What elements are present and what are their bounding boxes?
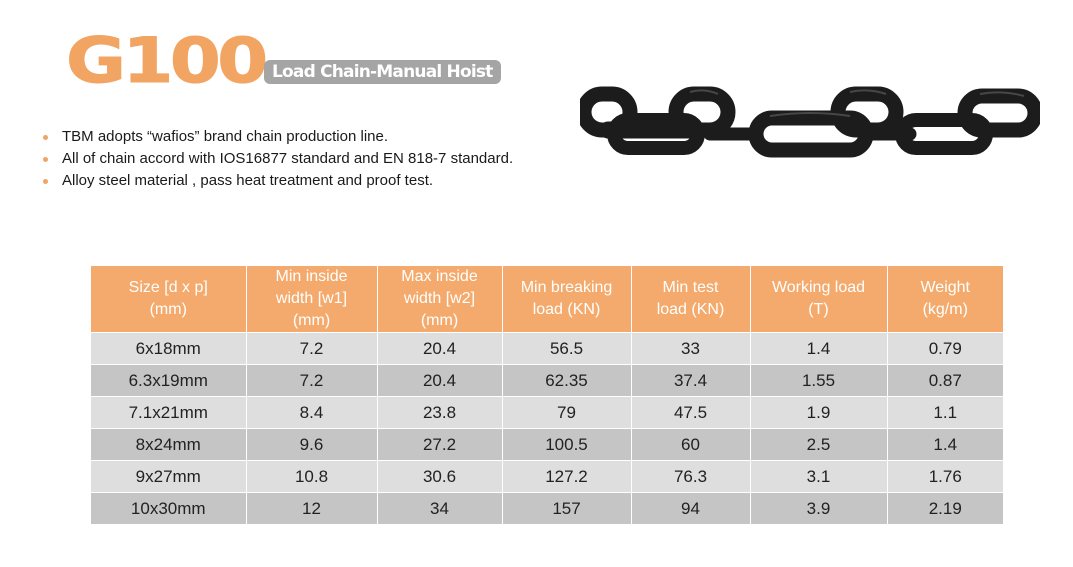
cell-breaking-load: 56.5 (502, 332, 632, 365)
cell-breaking-load: 79 (502, 396, 632, 429)
cell-max-width: 20.4 (377, 364, 503, 397)
column-header-min-inside-width: Min inside width [w1] (mm) (246, 266, 378, 333)
feature-text: TBM adopts “wafios” brand chain producti… (62, 128, 389, 145)
bullet-dot-icon (43, 179, 48, 184)
cell-size: 6x18mm (91, 332, 247, 365)
cell-min-width: 12 (246, 492, 378, 524)
feature-text: Alloy steel material , pass heat treatme… (62, 172, 434, 189)
cell-min-width: 10.8 (246, 460, 378, 493)
cell-test-load: 37.4 (631, 364, 751, 397)
cell-max-width: 27.2 (377, 428, 503, 461)
cell-test-load: 94 (631, 492, 751, 524)
table-header-row: Size [d x p] (mm) Min inside width [w1] (mm… (91, 266, 1003, 333)
column-header-max-inside-width: Max inside width [w2] (mm) (377, 266, 503, 333)
cell-min-width: 7.2 (246, 364, 378, 397)
column-header-size: Size [d x p] (mm) (91, 266, 247, 333)
cell-working-load: 1.55 (750, 364, 888, 397)
cell-max-width: 23.8 (377, 396, 503, 429)
cell-max-width: 30.6 (377, 460, 503, 493)
cell-weight: 2.19 (887, 492, 1003, 524)
cell-breaking-load: 127.2 (502, 460, 632, 493)
chain-links-icon (580, 86, 1040, 158)
cell-working-load: 3.9 (750, 492, 888, 524)
column-header-working-load: Working load (T) (750, 266, 888, 333)
feature-list: TBM adopts “wafios” brand chain producti… (42, 126, 513, 192)
cell-weight: 0.87 (887, 364, 1003, 397)
cell-test-load: 76.3 (631, 460, 751, 493)
feature-item: All of chain accord with IOS16877 standa… (42, 148, 513, 170)
table-row: 7.1x21mm 8.4 23.8 79 47.5 1.9 1.1 (91, 396, 1003, 429)
cell-weight: 1.1 (887, 396, 1003, 429)
cell-size: 6.3x19mm (91, 364, 247, 397)
cell-min-width: 7.2 (246, 332, 378, 365)
cell-working-load: 2.5 (750, 428, 888, 461)
cell-test-load: 60 (631, 428, 751, 461)
column-header-weight: Weight (kg/m) (887, 266, 1003, 333)
g100-logo: G100 (65, 24, 268, 97)
cell-min-width: 8.4 (246, 396, 378, 429)
table-row: 9x27mm 10.8 30.6 127.2 76.3 3.1 1.76 (91, 460, 1003, 493)
table-row: 6.3x19mm 7.2 20.4 62.35 37.4 1.55 0.87 (91, 364, 1003, 397)
cell-breaking-load: 157 (502, 492, 632, 524)
table-row: 6x18mm 7.2 20.4 56.5 33 1.4 0.79 (91, 332, 1003, 365)
product-subtitle: Load Chain-Manual Hoist (264, 60, 501, 84)
cell-breaking-load: 62.35 (502, 364, 632, 397)
cell-weight: 1.4 (887, 428, 1003, 461)
cell-test-load: 47.5 (631, 396, 751, 429)
cell-max-width: 20.4 (377, 332, 503, 365)
cell-working-load: 1.4 (750, 332, 888, 365)
cell-size: 7.1x21mm (91, 396, 247, 429)
cell-test-load: 33 (631, 332, 751, 365)
cell-breaking-load: 100.5 (502, 428, 632, 461)
cell-size: 10x30mm (91, 492, 247, 524)
cell-weight: 1.76 (887, 460, 1003, 493)
cell-size: 9x27mm (91, 460, 247, 493)
feature-item: Alloy steel material , pass heat treatme… (42, 170, 513, 192)
bullet-dot-icon (43, 135, 48, 140)
bullet-dot-icon (43, 157, 48, 162)
cell-min-width: 9.6 (246, 428, 378, 461)
column-header-min-test-load: Min test load (KN) (631, 266, 751, 333)
table-row: 8x24mm 9.6 27.2 100.5 60 2.5 1.4 (91, 428, 1003, 461)
feature-item: TBM adopts “wafios” brand chain producti… (42, 126, 513, 148)
cell-size: 8x24mm (91, 428, 247, 461)
cell-weight: 0.79 (887, 332, 1003, 365)
chain-specs-table: Size [d x p] (mm) Min inside width [w1] (mm… (91, 266, 1003, 524)
cell-max-width: 34 (377, 492, 503, 524)
feature-text: All of chain accord with IOS16877 standa… (62, 150, 514, 167)
cell-working-load: 3.1 (750, 460, 888, 493)
table-row: 10x30mm 12 34 157 94 3.9 2.19 (91, 492, 1003, 524)
column-header-min-breaking-load: Min breaking load (KN) (502, 266, 632, 333)
cell-working-load: 1.9 (750, 396, 888, 429)
